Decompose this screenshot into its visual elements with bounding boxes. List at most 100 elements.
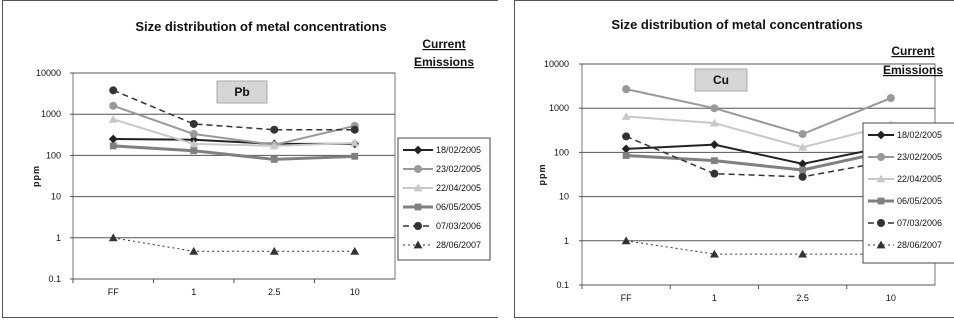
data-point <box>189 130 198 139</box>
legend-box <box>862 122 954 264</box>
current-label: Current <box>891 44 934 58</box>
data-point <box>710 104 719 113</box>
y-tick-label: 0.1 <box>48 274 61 284</box>
element-badge <box>694 68 748 92</box>
data-point <box>798 249 808 258</box>
legend-label: 06/05/2005 <box>436 202 481 212</box>
data-point <box>190 147 198 155</box>
series-line <box>112 104 355 146</box>
legend-label: 07/03/2006 <box>436 221 481 231</box>
data-point <box>621 112 631 120</box>
pb-chart: 0.1 1 10 100 1000 10000 FF 1 2.5 10 ppm Size distri… <box>31 19 491 297</box>
element-label: Pb <box>234 85 249 99</box>
data-point <box>709 249 719 258</box>
chart-title: Size distribution of metal concentration… <box>611 17 862 32</box>
legend-label: 23/02/2005 <box>436 164 481 174</box>
pb-chart-panel: 0.1 1 10 100 1000 10000 FF 1 2.5 10 ppm Size distri… <box>2 0 498 318</box>
legend-swatch-marker <box>876 240 886 249</box>
data-point <box>621 144 631 154</box>
series-28/06/2007 <box>108 233 360 255</box>
y-axis-label: ppm <box>31 165 41 187</box>
data-point <box>709 140 719 150</box>
y-tick-label: 100 <box>554 147 569 157</box>
legend-swatch-marker <box>413 145 423 155</box>
data-point <box>798 159 808 169</box>
series-line <box>625 88 892 136</box>
data-point <box>798 142 808 151</box>
data-point <box>799 166 807 174</box>
data-point <box>350 125 359 134</box>
data-point <box>621 236 631 245</box>
data-point <box>109 86 118 95</box>
series-07/03/2006 <box>109 86 359 134</box>
data-point <box>710 157 718 165</box>
data-point <box>189 119 198 128</box>
legend: 18/02/2005 23/02/2005 22/04/2005 06/05/2005… <box>862 122 954 264</box>
x-tick-label: 1 <box>191 287 196 297</box>
y-tick-label: 10000 <box>544 59 569 69</box>
legend-swatch-marker <box>876 174 886 183</box>
data-point <box>798 130 807 139</box>
legend-swatch-marker <box>413 240 423 249</box>
series-22/04/2005 <box>108 114 360 150</box>
legend-swatch-marker <box>877 197 885 205</box>
data-point <box>189 246 199 255</box>
data-point <box>270 125 279 134</box>
legend-swatch-marker <box>414 203 422 211</box>
x-tick-label: 10 <box>350 287 360 297</box>
series-line <box>626 143 892 165</box>
legend-label: 18/02/2005 <box>436 145 481 155</box>
series-line <box>626 240 891 255</box>
y-tick-label: 100 <box>46 150 61 160</box>
element-label: Cu <box>713 73 729 87</box>
data-point <box>350 246 360 255</box>
legend-swatch-marker <box>877 153 885 161</box>
data-point <box>710 169 719 178</box>
legend-swatch-marker <box>877 219 885 227</box>
current-label: Current <box>422 37 465 51</box>
data-point <box>622 132 631 141</box>
data-point <box>350 138 360 147</box>
legend-label: 28/06/2007 <box>436 240 481 250</box>
series-22/04/2005 <box>621 112 896 151</box>
legend-label: 18/02/2005 <box>897 130 942 140</box>
series-23/02/2005 <box>622 85 895 139</box>
data-point <box>109 101 118 110</box>
series-06/05/2005 <box>622 147 895 174</box>
x-tick-label: 1 <box>712 293 717 303</box>
legend-label: 28/06/2007 <box>897 240 942 250</box>
legend-swatch-marker <box>414 165 422 173</box>
legend-box <box>397 137 491 261</box>
y-axis-label: ppm <box>537 164 547 186</box>
legend-label: 22/04/2005 <box>897 174 942 184</box>
y-tick-label: 1 <box>564 236 569 246</box>
series-line <box>113 237 355 252</box>
x-tick-label: FF <box>621 293 632 303</box>
y-tick-label: 10 <box>51 192 61 202</box>
series-line <box>626 149 892 172</box>
legend-swatch-marker <box>413 183 423 192</box>
cu-chart-panel: 0.1 1 10 100 1000 10000 FF 1 2.5 10 ppm Size distri… <box>514 0 954 318</box>
data-point <box>351 152 359 160</box>
legend-swatch-marker <box>414 222 422 230</box>
chart-title: Size distribution of metal concentration… <box>135 19 386 34</box>
legend-swatch-marker <box>876 130 886 140</box>
data-point <box>798 172 807 181</box>
emissions-label: Emissions <box>414 55 474 69</box>
data-point <box>269 246 279 255</box>
data-point <box>709 118 719 127</box>
series-06/05/2005 <box>109 142 359 163</box>
data-point <box>622 85 631 94</box>
y-tick-label: 10000 <box>36 68 61 78</box>
legend-label: 23/02/2005 <box>897 152 942 162</box>
legend-label: 06/05/2005 <box>897 196 942 206</box>
series-line <box>112 89 355 131</box>
cu-chart: 0.1 1 10 100 1000 10000 FF 1 2.5 10 ppm Size distri… <box>537 17 954 303</box>
plot-area <box>72 72 396 280</box>
legend: 18/02/2005 23/02/2005 22/04/2005 06/05/2005… <box>397 137 491 261</box>
y-tick-label: 1000 <box>549 103 569 113</box>
data-point <box>622 152 630 159</box>
data-point <box>109 142 117 150</box>
legend-label: 07/03/2006 <box>897 218 942 228</box>
element-badge <box>216 80 268 104</box>
